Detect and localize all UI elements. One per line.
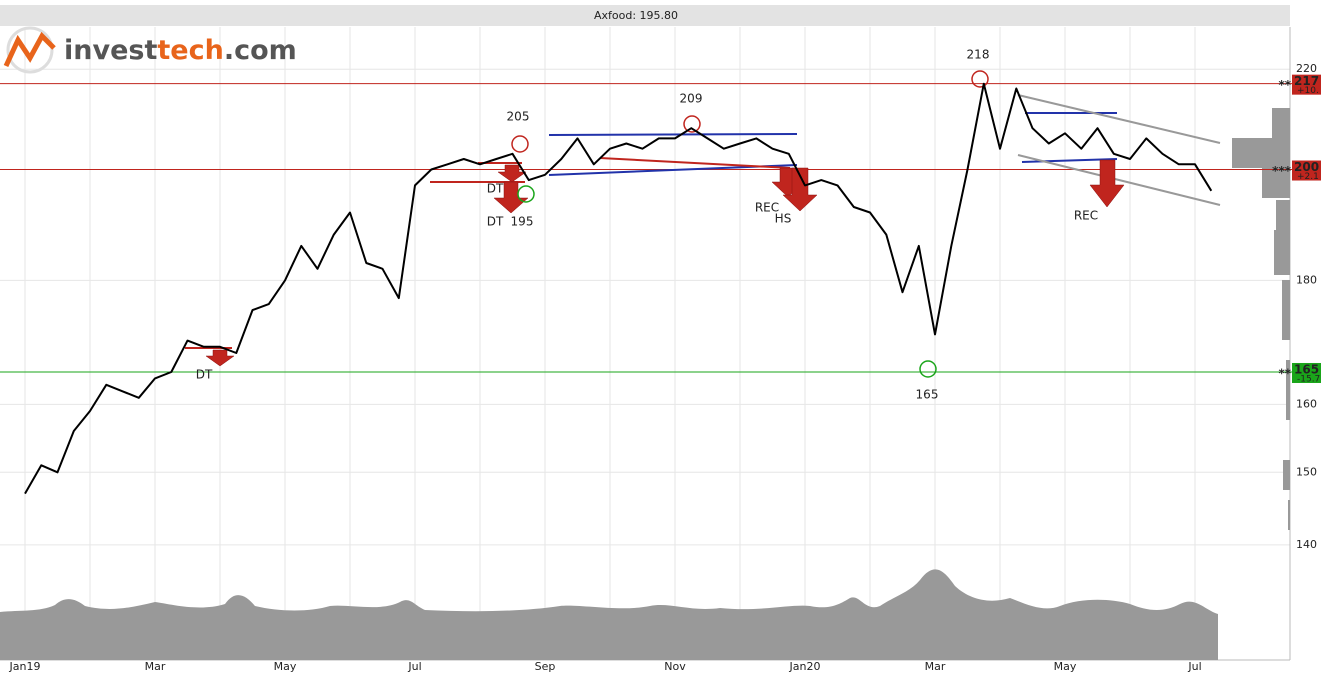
annotation: 195 — [511, 215, 534, 229]
price-line — [24, 82, 1213, 495]
y-tick-label: 220 — [1296, 62, 1317, 75]
y-tick-label: 160 — [1296, 397, 1317, 410]
signal-arrows — [205, 159, 1125, 367]
x-tick-label: Jul — [1187, 660, 1201, 673]
turning-points — [511, 70, 989, 378]
level-change: +2.1 — [1297, 172, 1319, 182]
x-tick-label: May — [274, 660, 297, 673]
level-stars: *** — [1272, 164, 1292, 178]
y-tick-label: 180 — [1296, 273, 1317, 286]
level-box — [1292, 362, 1321, 383]
x-tick-label: Mar — [925, 660, 946, 673]
volume-profile — [1232, 108, 1290, 530]
title-bar — [0, 5, 1290, 26]
logo: investtech.com — [3, 26, 297, 74]
level-change: +10. — [1297, 86, 1319, 96]
annotation: REC — [755, 201, 779, 215]
x-tick-label: Sep — [535, 660, 556, 673]
y-tick-label: 140 — [1296, 538, 1317, 551]
annotation: HS — [775, 212, 792, 226]
annotation: 205 — [507, 110, 530, 124]
y-tick-label: 150 — [1296, 465, 1317, 478]
logo-text: invest — [64, 35, 157, 66]
pattern-lines — [185, 94, 1221, 349]
x-tick-label: Jan19 — [9, 660, 41, 673]
annotation: DT — [487, 182, 504, 196]
chart-title: Axfood: 195.80 — [594, 9, 678, 22]
annotation: 218 — [967, 48, 990, 62]
level-value: 217 — [1294, 74, 1319, 88]
x-tick-label: May — [1054, 660, 1077, 673]
logo-text: .com — [224, 35, 297, 66]
annotation: DT — [196, 368, 213, 382]
annotation: REC — [1074, 209, 1098, 223]
level-box — [1292, 160, 1321, 181]
level-stars: ** — [1278, 78, 1291, 92]
annotation: DT — [487, 215, 504, 229]
x-tick-label: Mar — [145, 660, 166, 673]
level-box — [1292, 74, 1321, 95]
annotation: 165 — [916, 388, 939, 402]
level-stars: ** — [1278, 366, 1291, 380]
level-value: 200 — [1294, 160, 1319, 174]
x-tick-label: Jul — [407, 660, 421, 673]
annotation: 209 — [680, 92, 703, 106]
volume-area — [0, 569, 1218, 660]
x-tick-label: Jan20 — [789, 660, 821, 673]
level-value: 165 — [1294, 362, 1319, 376]
svg-text:investtech.com: investtech.com — [64, 35, 297, 66]
x-tick-label: Nov — [664, 660, 686, 673]
logo-text: tech — [157, 35, 223, 66]
level-change: -15.7 — [1297, 374, 1320, 384]
